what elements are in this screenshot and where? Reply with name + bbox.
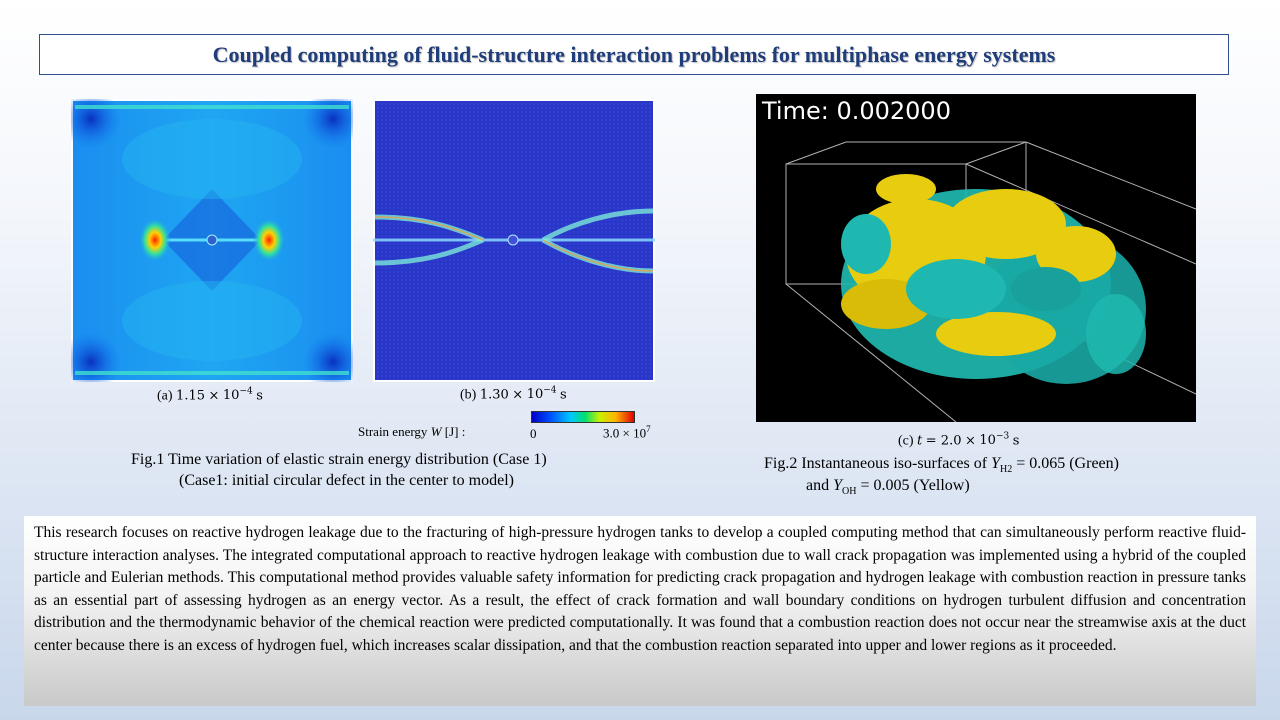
caption-b-value: 1.30 — [479, 387, 509, 403]
strain-energy-image-b — [373, 99, 655, 382]
caption-c-base: 10 — [979, 433, 996, 449]
caption-c-times: × — [964, 433, 976, 449]
colorbar-max: 3.0 × 107 — [603, 424, 651, 441]
fig2-l1-var: Y — [991, 455, 1000, 472]
fig1-caption-line1: Fig.1 Time variation of elastic strain e… — [131, 451, 547, 468]
caption-c-unit: s — [1012, 433, 1020, 449]
caption-a-times: × — [208, 388, 220, 404]
caption-c-var: t — [917, 433, 923, 449]
fig2-l2-pre: and — [806, 477, 834, 494]
abstract-text: This research focuses on reactive hydrog… — [24, 516, 1256, 706]
caption-b-prefix: (b) — [460, 387, 477, 403]
strain-energy-plot-a — [71, 99, 353, 382]
fig2-l1-pre: Fig.2 Instantaneous iso-surfaces of — [764, 455, 992, 472]
colorbar-label: Strain energy W [J] : — [358, 424, 465, 440]
time-overlay: Time: 0.002000 — [761, 97, 951, 125]
colorbar-min: 0 — [530, 426, 537, 441]
colorbar-label-symbol: W — [430, 424, 442, 439]
colorbar-max-value: 3.0 — [603, 425, 620, 441]
colorbar-max-exp: 7 — [646, 424, 651, 434]
caption-b-base: 10 — [526, 387, 544, 403]
fig2-l2-post: = 0.005 (Yellow) — [856, 477, 970, 494]
caption-c-exp: −3 — [995, 432, 1010, 442]
fig2-caption-line2: and YOH = 0.005 (Yellow) — [806, 477, 970, 497]
caption-b-unit: s — [560, 387, 567, 403]
fig1-caption-line2: (Case1: initial circular defect in the c… — [179, 472, 514, 489]
fig2-caption-line1: Fig.2 Instantaneous iso-surfaces of YH2 … — [764, 455, 1119, 475]
colorbar-max-times: × — [622, 425, 630, 441]
colorbar-label-unit: [J] : — [444, 424, 466, 439]
caption-c-eq: = 2.0 — [925, 433, 962, 449]
caption-a-base: 10 — [222, 388, 240, 404]
fig2-l1-post: = 0.065 (Green) — [1012, 455, 1119, 472]
caption-a-exp: −4 — [239, 387, 253, 397]
caption-b-exp: −4 — [543, 386, 557, 396]
strain-energy-image-a — [71, 99, 353, 382]
caption-b-times: × — [512, 387, 524, 403]
colorbar-max-base: 10 — [633, 425, 647, 441]
isosurface-image: Time: 0.002000 — [756, 94, 1196, 422]
strain-energy-plot-b — [373, 99, 655, 382]
caption-a-prefix: (a) — [157, 388, 173, 404]
page-title: Coupled computing of fluid-structure int… — [212, 41, 1056, 67]
caption-a-unit: s — [256, 388, 263, 404]
caption-c-prefix: (c) — [898, 433, 914, 449]
colorbar-label-text: Strain energy — [358, 424, 428, 439]
fig2-l1-sub: H2 — [999, 464, 1013, 476]
caption-a: (a) 1.15 × 10−4 s — [157, 387, 263, 404]
isosurface-render: Time: 0.002000 — [756, 94, 1196, 422]
caption-a-value: 1.15 — [176, 388, 205, 404]
caption-b: (b) 1.30 × 10−4 s — [460, 386, 567, 403]
title-box: Coupled computing of fluid-structure int… — [39, 34, 1229, 75]
fig2-l2-var: Y — [833, 477, 843, 494]
caption-c: (c) t = 2.0 × 10−3 s — [898, 432, 1019, 449]
colorbar — [531, 411, 635, 423]
fig2-l2-sub: OH — [842, 486, 857, 498]
